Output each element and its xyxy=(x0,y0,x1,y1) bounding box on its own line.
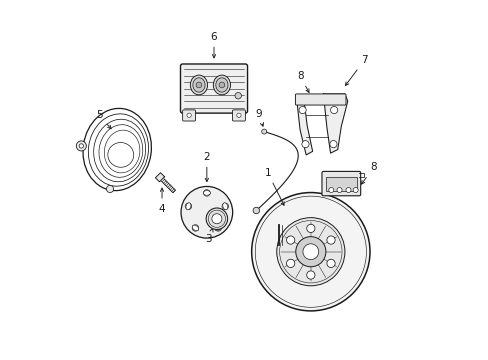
Circle shape xyxy=(286,259,294,267)
Circle shape xyxy=(236,113,241,117)
Ellipse shape xyxy=(215,78,227,92)
Circle shape xyxy=(186,113,191,117)
Ellipse shape xyxy=(190,75,207,95)
Circle shape xyxy=(328,188,333,193)
Text: 4: 4 xyxy=(159,188,165,214)
Circle shape xyxy=(352,188,357,193)
Circle shape xyxy=(346,188,350,193)
Polygon shape xyxy=(296,98,312,155)
Circle shape xyxy=(279,221,341,283)
Text: 2: 2 xyxy=(203,152,210,181)
Circle shape xyxy=(326,259,334,267)
Circle shape xyxy=(253,207,259,214)
Circle shape xyxy=(306,224,314,233)
Polygon shape xyxy=(323,94,347,153)
Circle shape xyxy=(106,185,113,193)
Circle shape xyxy=(196,82,202,88)
Ellipse shape xyxy=(192,78,204,92)
Polygon shape xyxy=(155,173,164,182)
Text: 1: 1 xyxy=(264,168,284,205)
Circle shape xyxy=(79,144,83,148)
Text: 9: 9 xyxy=(255,109,263,126)
Text: 8: 8 xyxy=(361,162,376,184)
Circle shape xyxy=(211,214,222,224)
Circle shape xyxy=(76,141,86,151)
Ellipse shape xyxy=(215,225,221,231)
FancyBboxPatch shape xyxy=(232,110,245,121)
Circle shape xyxy=(206,208,227,229)
Circle shape xyxy=(222,203,228,210)
Circle shape xyxy=(261,129,266,134)
Circle shape xyxy=(298,107,305,114)
Circle shape xyxy=(303,244,318,260)
FancyBboxPatch shape xyxy=(180,64,247,113)
Circle shape xyxy=(336,188,341,193)
FancyBboxPatch shape xyxy=(182,110,195,121)
Circle shape xyxy=(251,193,369,311)
Circle shape xyxy=(208,210,225,227)
Ellipse shape xyxy=(223,203,227,210)
Circle shape xyxy=(255,196,366,307)
Circle shape xyxy=(329,140,336,148)
Ellipse shape xyxy=(185,203,190,210)
Circle shape xyxy=(235,93,241,99)
Circle shape xyxy=(185,203,191,210)
Bar xyxy=(325,177,356,192)
FancyBboxPatch shape xyxy=(295,94,346,105)
Circle shape xyxy=(215,225,221,231)
Circle shape xyxy=(295,237,325,267)
Ellipse shape xyxy=(192,225,198,231)
Circle shape xyxy=(276,218,344,286)
Text: 6: 6 xyxy=(210,32,217,58)
Circle shape xyxy=(306,271,314,279)
Circle shape xyxy=(326,236,334,244)
FancyBboxPatch shape xyxy=(321,171,360,196)
Circle shape xyxy=(219,82,224,88)
Circle shape xyxy=(203,190,210,196)
Ellipse shape xyxy=(108,143,133,167)
Text: 3: 3 xyxy=(205,228,213,244)
Text: 5: 5 xyxy=(96,111,111,129)
Circle shape xyxy=(181,186,232,238)
Circle shape xyxy=(301,140,308,148)
Circle shape xyxy=(192,225,198,231)
Text: 7: 7 xyxy=(345,55,367,86)
Ellipse shape xyxy=(203,190,210,195)
Ellipse shape xyxy=(213,75,230,95)
Circle shape xyxy=(330,107,337,114)
Text: 8: 8 xyxy=(296,71,308,93)
Circle shape xyxy=(286,236,294,244)
